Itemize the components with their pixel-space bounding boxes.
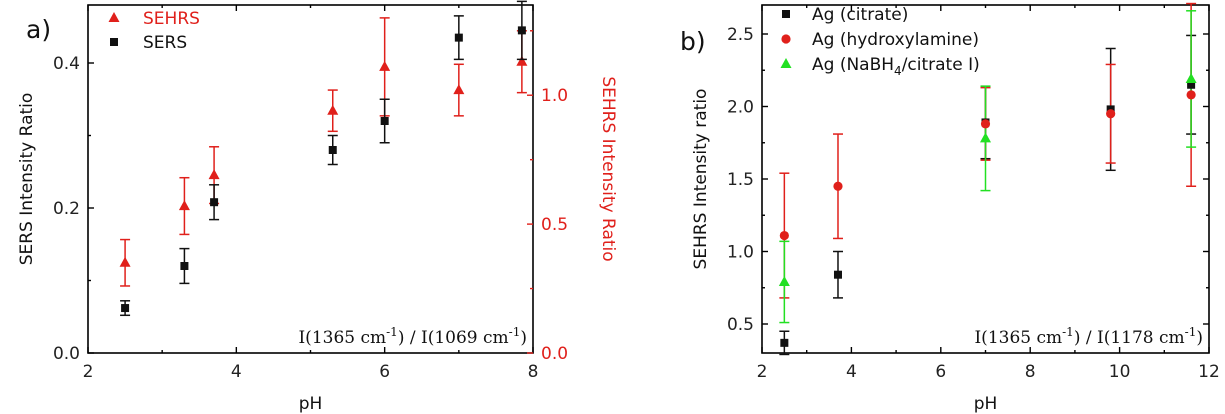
annotation-text: ) [1196, 328, 1203, 348]
panel-b-y-tick-label: 2.5 [727, 25, 754, 45]
panel-b-triangle-point [980, 132, 991, 143]
panel-a-legend-marker [110, 38, 118, 46]
annotation-sup: -1 [1185, 325, 1197, 339]
panel-b-x-tick-label: 8 [1025, 362, 1036, 382]
panel-b-legend-marker [781, 34, 791, 44]
panel-b-square-point [780, 338, 789, 347]
panel-b-circle-point [779, 230, 789, 241]
legend-text-part: /citrate I) [902, 55, 980, 75]
annotation-sup: -1 [1062, 325, 1074, 339]
panel-a-sehrs-point [119, 256, 131, 267]
panel-a-y-tick-label: 0.2 [53, 199, 80, 219]
panel-b-y-tick-label: 0.5 [727, 315, 754, 335]
panel-a-sers-point [454, 33, 463, 42]
panel-a-y2-tick-label: 0.0 [541, 344, 568, 364]
panel-a-sers-point [180, 262, 189, 270]
legend-text-part: Ag (hydroxylamine) [812, 30, 979, 50]
panel-b-x-tick-label: 2 [757, 362, 768, 382]
panel-b-square-point [833, 270, 842, 279]
panel-a-y2-tick-label: 0.5 [541, 215, 568, 235]
panel-b-legend-label: Ag (hydroxylamine) [812, 30, 979, 50]
panel-b-square-point [1187, 80, 1196, 89]
panel-a-sers-point [380, 117, 389, 125]
panel-a-y2-axis-title: SEHRS Intensity Ratio [598, 76, 618, 261]
annotation-text: ) / I(1178 cm [1074, 328, 1185, 348]
panel-b-legend-label: Ag (citrate) [812, 5, 908, 25]
panel-a-x-tick-label: 2 [83, 362, 94, 382]
panel-b-y-tick-label: 1.0 [727, 243, 754, 263]
panel-a-sehrs-point [178, 200, 190, 211]
panel-b-circle-point [1106, 109, 1116, 119]
legend-subscript: 4 [894, 64, 902, 78]
panel-a-x-tick-label: 6 [379, 362, 390, 382]
panel-a-sers-point [328, 146, 337, 154]
annotation-sup: -1 [386, 325, 398, 339]
panel-b-y-tick-label: 1.5 [727, 170, 754, 190]
panel-a-sers-point [121, 304, 130, 313]
panel-a-x-tick-label: 4 [231, 362, 242, 382]
panel-b-y-tick-label: 2.0 [727, 98, 754, 118]
panel-b-y-axis-title: SEHRS Intensity ratio [691, 89, 711, 270]
panel-a-y2-tick-label: 1.0 [541, 86, 568, 106]
panel-a-sehrs-point [208, 169, 220, 180]
panel-a-sers-point [517, 26, 526, 35]
panel-b-circle-point [980, 119, 991, 129]
panel-b-circle-point [1186, 90, 1196, 100]
panel-a-y-axis-title: SERS Intensity Ratio [17, 93, 37, 266]
panel-b-x-tick-label: 10 [1109, 362, 1131, 382]
panel-b-x-tick-label: 6 [935, 362, 946, 382]
panel-a-legend-label: SERS [143, 33, 187, 53]
panel-a-x-tick-label: 8 [528, 362, 539, 382]
panel-a-legend-label: SEHRS [143, 9, 200, 29]
panel-a-annotation: I(1365 cm-1) / I(1069 cm-1) [298, 325, 527, 348]
legend-text-part: Ag (citrate) [812, 5, 908, 25]
panel-a-sehrs-point [379, 60, 391, 71]
panel-b-legend-marker [782, 10, 790, 18]
annotation-text: I(1365 cm [298, 328, 386, 348]
panel-b-x-axis-title: pH [974, 394, 998, 414]
panel-b-triangle-point [1185, 72, 1197, 83]
panel-a-y-tick-label: 0.0 [53, 344, 80, 364]
annotation-text: I(1365 cm [974, 328, 1062, 348]
panel-a-sehrs-point [453, 84, 465, 95]
panel-a-sers-point [210, 198, 219, 207]
panel-b-x-tick-label: 12 [1198, 362, 1220, 382]
panel-a-y-tick-label: 0.4 [53, 54, 80, 74]
annotation-text: ) / I(1069 cm [398, 328, 509, 348]
panel-b-circle-point [833, 181, 843, 191]
panel-a-plot-frame [87, 4, 534, 354]
annotation-text: ) [520, 328, 527, 348]
annotation-sup: -1 [509, 325, 521, 339]
panel-b-x-tick-label: 4 [846, 362, 857, 382]
panel-a-label: a) [26, 15, 51, 44]
panel-b-annotation: I(1365 cm-1) / I(1178 cm-1) [974, 325, 1203, 348]
legend-text-part: Ag (NaBH [812, 55, 894, 75]
panel-a-sehrs-point [516, 55, 528, 66]
panel-a-sehrs-point [327, 104, 339, 115]
panel-b-label: b) [680, 27, 706, 56]
panel-b-legend-marker [780, 58, 792, 68]
panel-a-legend-marker [108, 12, 120, 22]
panel-a-x-axis-title: pH [299, 394, 323, 414]
panel-b-triangle-point [778, 275, 790, 286]
panel-b-legend-label: Ag (NaBH4/citrate I) [812, 55, 980, 78]
